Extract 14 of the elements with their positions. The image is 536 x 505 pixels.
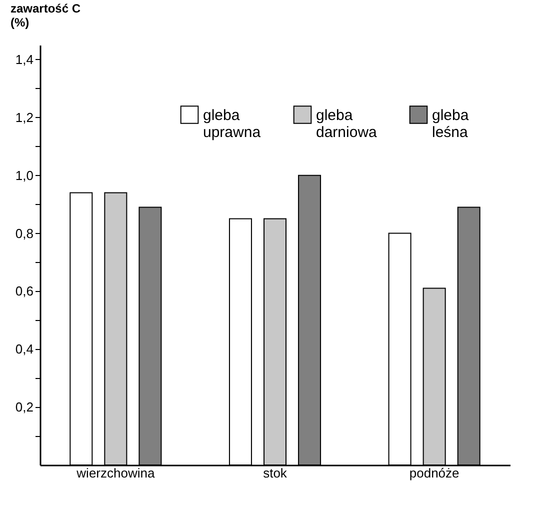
x-tick-label: wierzchowina [76,466,156,480]
y-tick-label: 1,4 [15,52,34,67]
x-tick-label: podnóże [409,466,460,480]
legend-label: gleba darniowa [316,106,378,141]
y-tick-label: 0,4 [15,342,34,357]
y-axis-title: zawartość C (%) [10,2,81,30]
y-tick-label: 1,0 [15,168,34,183]
y-tick-label: 0,6 [15,284,34,299]
x-tick-label: stok [263,466,288,480]
y-tick-label: 1,2 [15,110,34,125]
y-tick-label: 0,8 [15,226,34,241]
legend-label: gleba leśna [432,106,470,141]
legend-label: gleba uprawna [203,106,262,141]
y-tick-label: 0,2 [15,400,34,415]
